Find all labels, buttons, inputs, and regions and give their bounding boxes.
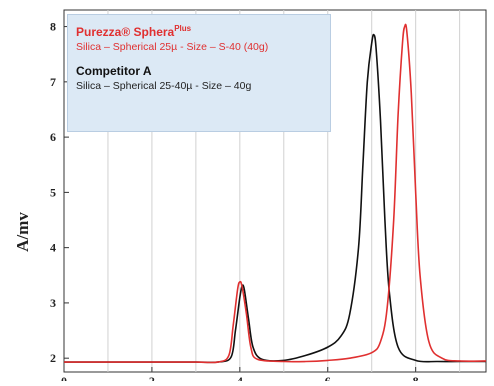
y-tick-label-7: 7 (50, 75, 56, 89)
y-tick-label-6: 6 (50, 130, 56, 144)
y-tick-label-8: 8 (50, 20, 56, 34)
y-tick-label-4: 4 (50, 241, 56, 255)
legend-title-purezza-text: Purezza® Sphera (76, 25, 175, 39)
legend-title-competitor: Competitor A (76, 64, 152, 78)
series-line-purezza-sphera (64, 23, 487, 364)
x-tick-label-2: 2 (149, 374, 155, 381)
legend-title-purezza-sup: Plus (174, 24, 192, 33)
y-tick-label-2: 2 (50, 351, 56, 365)
legend-entry-competitor: Competitor A Silica – Spherical 25-40µ -… (76, 64, 322, 94)
y-axis-label: A/mv (13, 212, 32, 252)
legend: Purezza® SpheraPlus Silica – Spherical 2… (67, 14, 331, 132)
x-tick-label-6: 6 (325, 374, 331, 381)
y-tick-label-3: 3 (50, 296, 56, 310)
x-tick-label-4: 4 (237, 374, 243, 381)
legend-entry-purezza: Purezza® SpheraPlus Silica – Spherical 2… (76, 21, 322, 55)
legend-title-purezza: Purezza® SpheraPlus (76, 21, 322, 40)
x-tick-label-0: 0 (61, 374, 67, 381)
series-lines (64, 23, 487, 364)
legend-desc-purezza: Silica – Spherical 25µ - Size – S-40 (40… (76, 41, 269, 53)
legend-desc-competitor: Silica – Spherical 25-40µ - Size – 40g (76, 80, 252, 92)
axis-ticks: 0 2 4 6 8 2 3 4 5 6 7 8 (50, 20, 419, 386)
x-tick-label-8: 8 (413, 374, 419, 381)
y-tick-label-5: 5 (50, 185, 56, 199)
